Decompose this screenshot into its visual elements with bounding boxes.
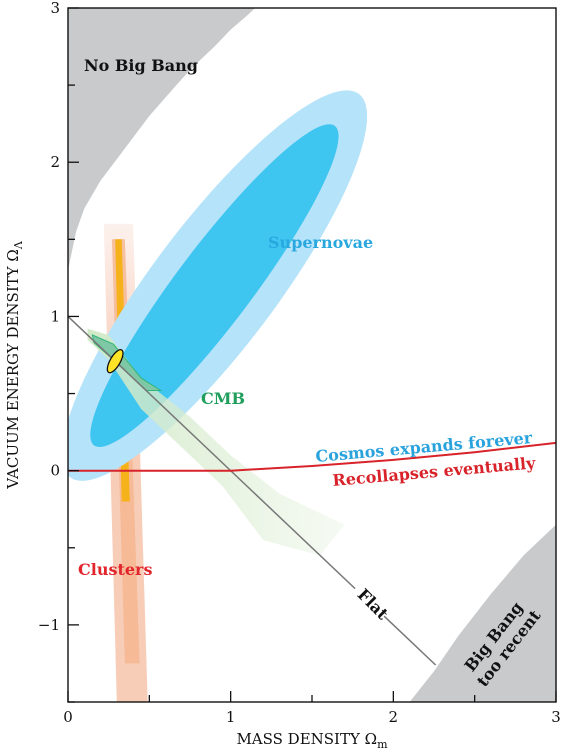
y-tick-label: −1 (38, 616, 60, 634)
flat-label-background (350, 580, 392, 622)
x-axis-title: MASS DENSITY Ωm (236, 730, 388, 750)
cmb-label: CMB (201, 389, 245, 408)
plot-area (68, 8, 556, 702)
supernovae-inner-contour (90, 124, 339, 447)
x-tick-label: 1 (226, 708, 236, 726)
no-big-bang-label: No Big Bang (84, 56, 198, 75)
expansion-boundary-line (68, 441, 556, 472)
tick-marks (67, 7, 557, 703)
no-big-bang-region (68, 8, 256, 271)
y-axis-title: VACUUM ENERGY DENSITY ΩΛ (4, 240, 25, 490)
supernovae-label: Supernovae (268, 233, 373, 252)
big-bang-too-recent-region (409, 524, 556, 702)
y-tick-label: 0 (50, 462, 60, 480)
y-tick-label: 1 (50, 307, 60, 325)
y-tick-label: 2 (50, 153, 60, 171)
best-fit-ellipse (106, 348, 124, 374)
y-tick-label: 3 (50, 0, 60, 17)
cmb-outer-contour (87, 328, 345, 556)
x-tick-label: 0 (63, 708, 73, 726)
clusters-label: Clusters (78, 560, 152, 579)
x-tick-label: 2 (389, 708, 399, 726)
x-tick-label: 3 (551, 708, 561, 726)
